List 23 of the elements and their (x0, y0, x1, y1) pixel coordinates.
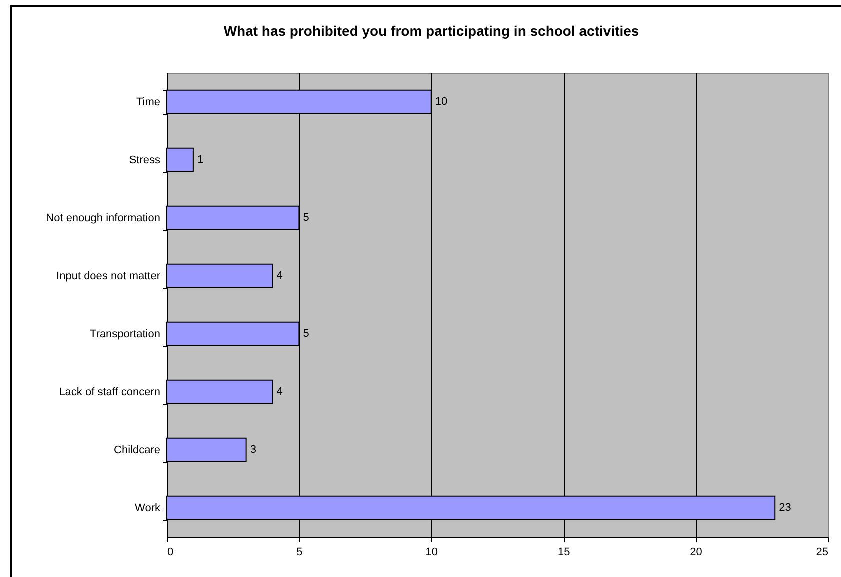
y-tick-label: Time (136, 96, 160, 108)
x-tick-label: 15 (558, 546, 570, 558)
data-label: 3 (250, 444, 256, 456)
y-tick-label: Childcare (114, 444, 160, 456)
x-tick-label: 25 (816, 546, 828, 558)
y-tick-label: Not enough information (46, 212, 160, 224)
x-tick-label: 10 (426, 546, 438, 558)
data-label: 1 (197, 154, 204, 166)
y-tick-label: Transportation (90, 328, 160, 340)
y-tick-label: Stress (129, 154, 161, 166)
data-label: 4 (276, 270, 283, 282)
x-tick-label: 20 (690, 546, 702, 558)
y-tick-label: Input does not matter (56, 270, 161, 282)
data-label: 5 (303, 328, 310, 340)
data-label: 10 (435, 96, 448, 108)
x-tick-label: 0 (168, 546, 174, 558)
y-tick-label: Work (135, 502, 161, 514)
data-label: 4 (276, 386, 283, 398)
y-tick-label: Lack of staff concern (59, 386, 160, 398)
data-label: 23 (779, 502, 792, 514)
x-tick-label: 5 (296, 546, 303, 558)
chart-title: What has prohibited you from participating in school activities (224, 23, 640, 39)
data-label: 5 (303, 212, 310, 224)
